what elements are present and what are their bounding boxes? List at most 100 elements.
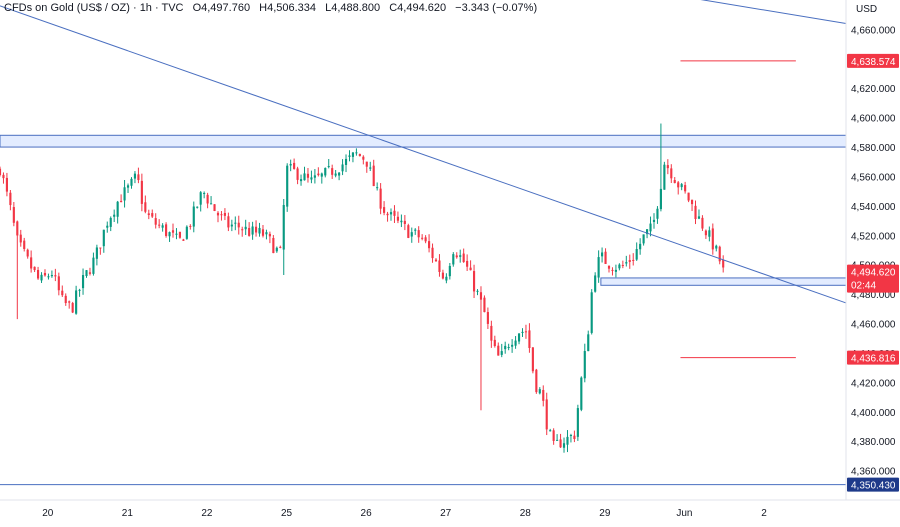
candle-body [625, 262, 628, 264]
candle-body [140, 180, 143, 204]
candle-body [552, 430, 555, 441]
candle-body [514, 340, 517, 346]
candle-body [189, 225, 192, 227]
candle-body [9, 192, 12, 206]
y-tick-label: 4,420.000 [851, 378, 896, 389]
candle-body [338, 172, 341, 176]
candle-body [23, 240, 26, 249]
candle-body [154, 218, 157, 225]
candle-body [16, 221, 19, 236]
candle-body [126, 185, 130, 188]
candle-body [116, 201, 119, 217]
time-axis[interactable] [0, 500, 900, 522]
candle-body [542, 389, 545, 401]
candle-body [438, 260, 441, 272]
candle-body [687, 192, 690, 201]
candle-body [618, 264, 621, 269]
candle-body [71, 303, 74, 313]
candle-body [666, 165, 669, 169]
level-label-1-bg [847, 350, 899, 365]
trendline-0[interactable] [0, 5, 847, 304]
sr-zone-0 [0, 134, 847, 148]
candle-body [130, 178, 133, 186]
candle-body [694, 205, 697, 220]
candle-body [268, 233, 271, 237]
candle-body [327, 166, 330, 168]
candle-body [448, 265, 451, 277]
y-tick-label: 4,620.000 [851, 84, 896, 95]
level-label-1: 4,436.816 [851, 354, 896, 365]
candle-body [296, 168, 299, 180]
candle-body [210, 203, 213, 205]
candle-body [594, 275, 597, 292]
candle-body [92, 257, 95, 274]
candle-body [234, 222, 237, 224]
candle-body [621, 264, 624, 266]
ohlc-open: O4,497.760 [192, 2, 251, 14]
candle-body [472, 271, 476, 292]
candle-body [182, 239, 185, 241]
zones-layer [0, 134, 847, 286]
lines-layer [0, 0, 847, 486]
x-tick-label: 29 [599, 508, 611, 519]
candle-body [85, 270, 88, 277]
candle-body [310, 177, 313, 180]
level-label-2-bg [847, 477, 899, 492]
candle-body [306, 173, 310, 178]
candle-body [216, 212, 220, 216]
candle-body [372, 165, 375, 187]
candle-body [573, 435, 576, 439]
candle-body [597, 257, 600, 278]
candle-body [165, 224, 168, 236]
candle-body [639, 243, 642, 250]
candle-body [161, 225, 164, 228]
candle-body [479, 292, 483, 300]
candle-body [490, 325, 493, 341]
candle-body [576, 408, 579, 437]
candle-body [26, 249, 29, 257]
candle-body [223, 212, 226, 216]
candle-body [389, 212, 393, 215]
y-tick-label: 4,380.000 [851, 437, 896, 448]
y-tick-label: 4,400.000 [851, 408, 896, 419]
y-tick-label: 4,520.000 [851, 231, 896, 242]
x-tick-label: 25 [281, 508, 293, 519]
candle-body [424, 237, 427, 242]
candle-body [455, 255, 458, 258]
candle-body [362, 156, 365, 160]
ohlc-close: C4,494.620 [389, 2, 447, 14]
candle-body [299, 179, 303, 182]
candle-body [99, 247, 102, 249]
trendline-1[interactable] [614, 0, 847, 25]
candle-body [673, 180, 676, 184]
candle-body [57, 276, 60, 291]
candle-body [185, 226, 188, 239]
candle-body [54, 275, 57, 277]
candle-body [113, 214, 116, 217]
x-tick-label: 22 [201, 508, 213, 519]
current-price-countdown: 02:44 [851, 281, 876, 292]
candle-body [313, 175, 316, 178]
candle-body [718, 246, 721, 262]
candle-body [241, 229, 244, 231]
candle-body [400, 220, 403, 223]
candle-body [421, 237, 424, 239]
ohlc-low: L4,488.800 [325, 2, 381, 14]
candle-body [265, 232, 268, 235]
candle-body [559, 439, 562, 448]
candle-body [445, 276, 448, 281]
candle-body [670, 168, 673, 179]
candle-body [722, 260, 725, 268]
candle-body [341, 164, 344, 172]
candle-body [203, 192, 206, 194]
candle-body [379, 188, 382, 209]
price-axis[interactable] [846, 0, 900, 522]
candle-body [355, 152, 358, 154]
candle-body [562, 443, 566, 448]
candle-body [272, 237, 275, 254]
candle-body [680, 184, 683, 188]
candle-body [230, 224, 233, 227]
candle-body [331, 168, 334, 175]
